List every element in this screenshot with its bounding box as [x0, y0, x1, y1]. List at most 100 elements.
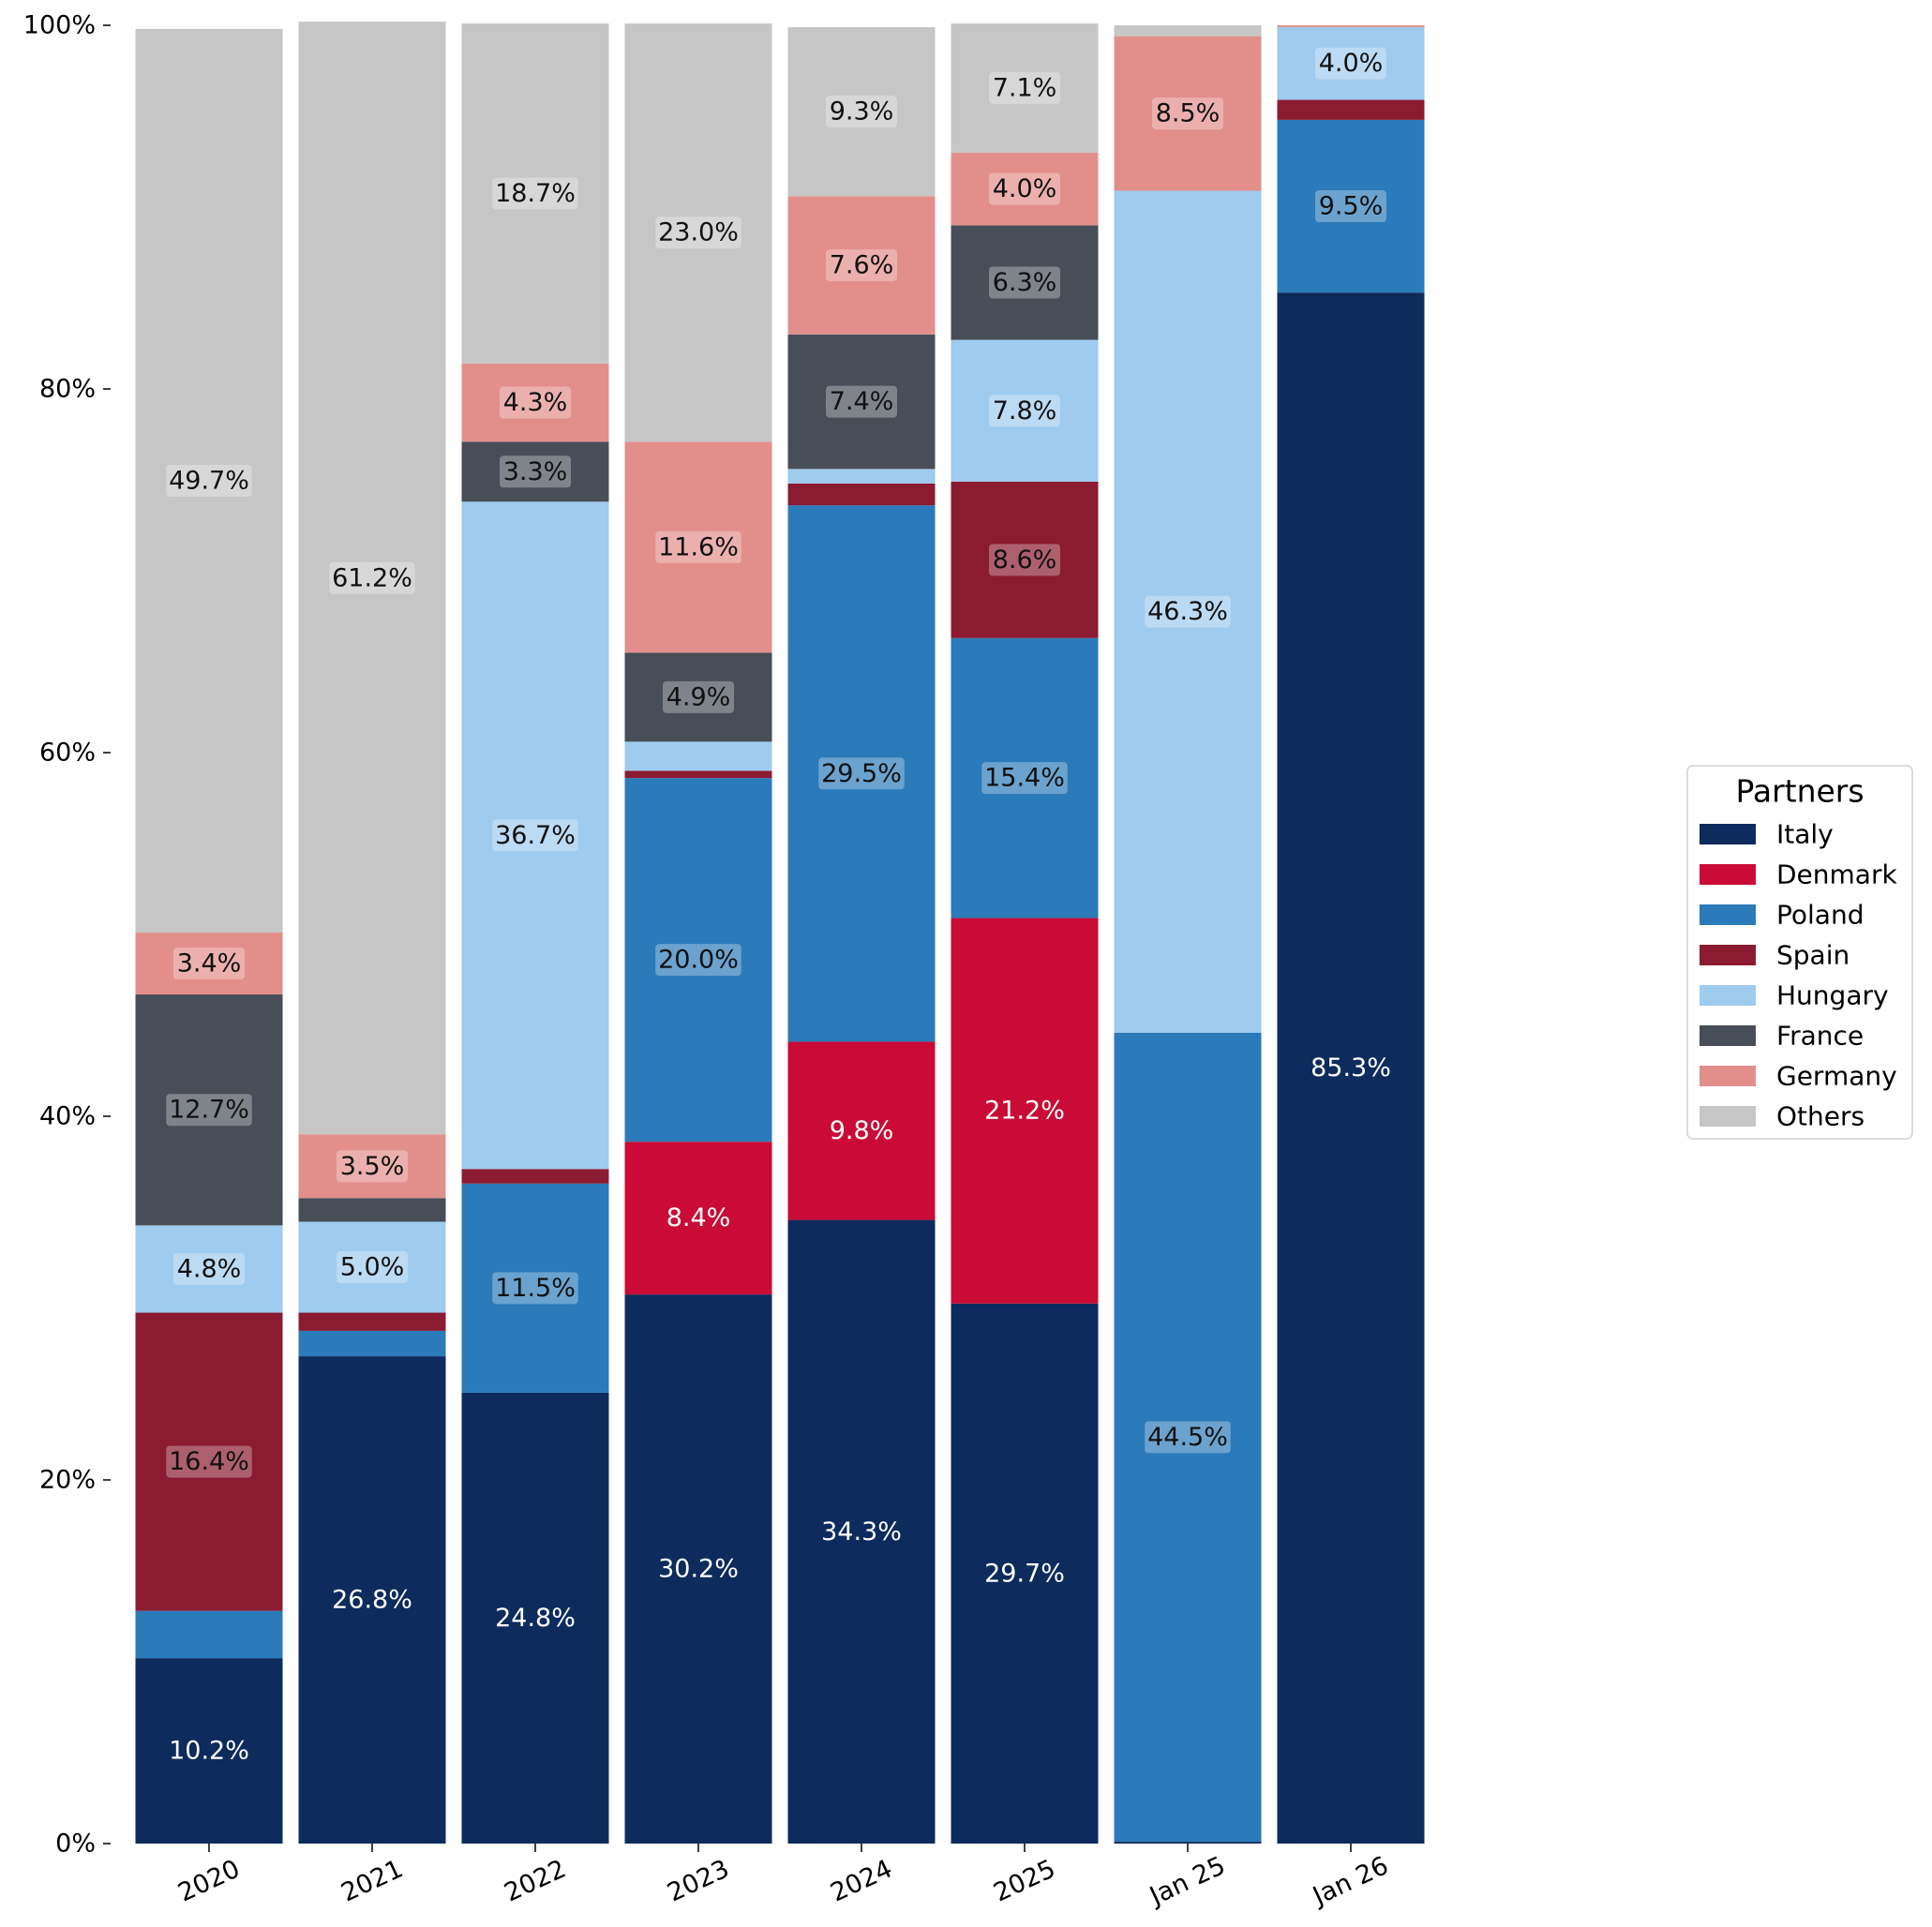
- segment-label-italy-2024: 34.3%: [821, 1517, 902, 1546]
- legend-swatch-others: [1700, 1106, 1756, 1127]
- segment-label-hungary-jan-26: 4.0%: [1315, 47, 1386, 80]
- segment-label-poland-2025: 15.4%: [981, 762, 1068, 795]
- bar-segment-germany-2024: [787, 196, 936, 335]
- segment-label-others-2025: 7.1%: [989, 71, 1060, 104]
- svg-text:15.4%: 15.4%: [984, 764, 1065, 793]
- bar-segment-others-2022: [461, 23, 609, 364]
- segment-label-germany-2022: 4.3%: [500, 386, 571, 419]
- segment-label-others-2024: 9.3%: [826, 96, 897, 128]
- bar-segment-poland-jan-26: [1277, 119, 1425, 293]
- legend-swatch-spain: [1700, 945, 1756, 965]
- bar-segment-italy-2020: [135, 1658, 283, 1844]
- bar-segment-others-2024: [787, 26, 936, 197]
- segment-label-spain-2025: 8.6%: [989, 544, 1060, 576]
- svg-text:9.8%: 9.8%: [830, 1116, 894, 1145]
- legend-title: Partners: [1735, 773, 1864, 810]
- bar-segment-poland-2024: [787, 505, 936, 1042]
- bar-segment-france-2020: [135, 994, 283, 1226]
- legend-item-others: Others: [1700, 1101, 1865, 1132]
- bar-segment-italy-jan-25: [1114, 1842, 1262, 1844]
- svg-text:10.2%: 10.2%: [169, 1737, 249, 1766]
- legend: Partners Italy Denmark Poland Spain Hungary Fr…: [1686, 765, 1913, 1140]
- x-tick-label-2024: 2024: [826, 1854, 896, 1907]
- legend-swatch-germany: [1700, 1066, 1756, 1086]
- svg-text:4.8%: 4.8%: [177, 1254, 242, 1283]
- segment-label-hungary-2025: 7.8%: [989, 395, 1060, 427]
- svg-text:7.6%: 7.6%: [830, 251, 894, 280]
- bar-segment-denmark-2023: [624, 1142, 772, 1295]
- y-tick-label: 60%: [39, 739, 96, 768]
- legend-label-others: Others: [1776, 1101, 1865, 1132]
- svg-text:49.7%: 49.7%: [169, 466, 249, 495]
- bar-segment-germany-2025: [951, 152, 1099, 226]
- y-tick-label: 0%: [55, 1830, 96, 1859]
- svg-text:29.5%: 29.5%: [821, 759, 902, 788]
- y-tick-label: 40%: [39, 1102, 96, 1131]
- bar-segment-hungary-jan-26: [1277, 26, 1425, 100]
- svg-text:3.3%: 3.3%: [503, 457, 568, 486]
- bar-segment-hungary-2021: [298, 1221, 446, 1313]
- svg-text:9.3%: 9.3%: [830, 97, 894, 127]
- legend-item-denmark: Denmark: [1700, 859, 1897, 890]
- svg-text:21.2%: 21.2%: [984, 1097, 1065, 1126]
- legend-label-spain: Spain: [1776, 940, 1850, 971]
- segment-label-germany-2020: 3.4%: [173, 948, 245, 980]
- svg-text:24.8%: 24.8%: [495, 1604, 576, 1633]
- segment-label-italy-2025: 29.7%: [984, 1559, 1065, 1588]
- segment-label-poland-jan-26: 9.5%: [1315, 190, 1386, 223]
- bar-segment-poland-2022: [461, 1183, 609, 1393]
- x-tick-label-2021: 2021: [337, 1854, 407, 1907]
- segment-label-others-2022: 18.7%: [492, 177, 578, 210]
- segment-label-others-2020: 49.7%: [166, 464, 252, 497]
- segment-label-italy-2022: 24.8%: [495, 1604, 576, 1633]
- legend-swatch-italy: [1700, 824, 1756, 844]
- bar-segment-france-2024: [787, 334, 936, 470]
- bar-segment-denmark-2025: [951, 918, 1099, 1304]
- bar-segment-hungary-2020: [135, 1225, 283, 1313]
- svg-text:23.0%: 23.0%: [658, 218, 739, 247]
- svg-text:61.2%: 61.2%: [332, 563, 412, 592]
- bar-segment-france-2022: [461, 441, 609, 502]
- svg-text:11.5%: 11.5%: [495, 1274, 576, 1303]
- legend-swatch-denmark: [1700, 864, 1756, 885]
- segment-label-france-2025: 6.3%: [989, 266, 1060, 299]
- segment-label-others-2023: 23.0%: [655, 217, 741, 249]
- bar-segment-spain-2025: [951, 481, 1099, 638]
- bar-segment-others-2023: [624, 23, 772, 442]
- bar-segment-hungary-2025: [951, 339, 1099, 482]
- svg-text:7.4%: 7.4%: [830, 387, 894, 416]
- segment-label-germany-2025: 4.0%: [989, 172, 1060, 205]
- legend-label-denmark: Denmark: [1776, 859, 1897, 890]
- bar-segment-others-2025: [951, 23, 1099, 153]
- segment-label-italy-2021: 26.8%: [332, 1586, 412, 1615]
- svg-text:29.7%: 29.7%: [984, 1559, 1065, 1588]
- bar-segment-france-2025: [951, 225, 1099, 340]
- legend-swatch-france: [1700, 1025, 1756, 1046]
- segment-label-hungary-2022: 36.7%: [492, 819, 578, 852]
- x-tick-label-2020: 2020: [173, 1854, 244, 1907]
- segment-label-others-2021: 61.2%: [329, 561, 415, 594]
- svg-text:36.7%: 36.7%: [495, 821, 576, 850]
- bar-segment-spain-2024: [787, 483, 936, 506]
- bar-segment-poland-2023: [624, 778, 772, 1143]
- bar-segment-spain-2021: [298, 1312, 446, 1331]
- bar-segment-hungary-2022: [461, 501, 609, 1170]
- bar-segment-poland-jan-25: [1114, 1032, 1262, 1843]
- svg-text:4.0%: 4.0%: [1319, 49, 1384, 78]
- legend-item-france: France: [1700, 1021, 1864, 1052]
- svg-text:8.5%: 8.5%: [1156, 99, 1221, 128]
- y-tick-label: 20%: [39, 1466, 96, 1495]
- segment-label-poland-jan-25: 44.5%: [1145, 1421, 1231, 1454]
- bar-segment-spain-2023: [624, 770, 772, 779]
- segment-label-hungary-2021: 5.0%: [337, 1251, 408, 1284]
- svg-text:7.1%: 7.1%: [993, 73, 1057, 102]
- legend-item-italy: Italy: [1700, 819, 1834, 850]
- legend-item-hungary: Hungary: [1700, 980, 1889, 1011]
- bars-layer: [135, 22, 1425, 1845]
- x-tick-label-2022: 2022: [500, 1854, 570, 1907]
- svg-text:4.0%: 4.0%: [993, 174, 1057, 203]
- bar-segment-germany-2020: [135, 933, 283, 995]
- svg-text:12.7%: 12.7%: [169, 1096, 249, 1125]
- legend-item-spain: Spain: [1700, 940, 1850, 971]
